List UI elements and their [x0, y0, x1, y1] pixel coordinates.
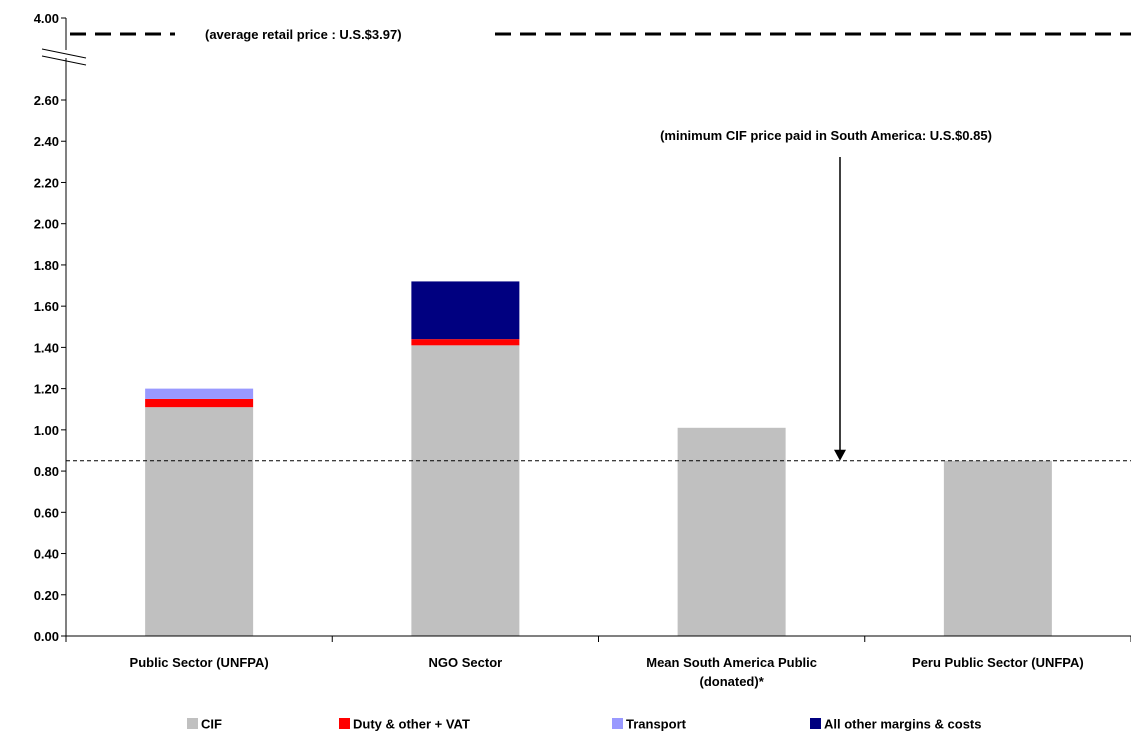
legend-swatch	[187, 718, 198, 729]
y-tick-label: 0.60	[34, 505, 59, 520]
y-tick-label: 0.80	[34, 464, 59, 479]
x-category-label-line: (donated)*	[699, 674, 764, 689]
bar-segment	[411, 339, 520, 346]
y-tick-label: 2.00	[34, 217, 59, 232]
reference-lines: (average retail price : U.S.$3.97) (minim…	[66, 27, 1131, 462]
bar-segment	[145, 388, 254, 399]
ref-label-min-cif: (minimum CIF price paid in South America…	[660, 128, 992, 143]
bar-segment	[943, 460, 1052, 636]
legend-swatch	[612, 718, 623, 729]
legend-swatch	[339, 718, 350, 729]
y-tick-label: 1.60	[34, 299, 59, 314]
y-tick-label: 1.20	[34, 382, 59, 397]
bar-segment	[145, 398, 254, 408]
legend-label: CIF	[201, 717, 222, 732]
x-category-label-line: Peru Public Sector (UNFPA)	[912, 655, 1084, 670]
x-category-label-line: NGO Sector	[429, 655, 503, 670]
y-tick-label: 0.20	[34, 588, 59, 603]
legend-label: Transport	[626, 717, 687, 732]
x-axis: Public Sector (UNFPA) NGO Sector Mean Sout…	[65, 635, 1131, 689]
legend-swatch	[810, 718, 821, 729]
bar-segment	[411, 345, 520, 636]
legend-label: Duty & other + VAT	[353, 717, 470, 732]
axis-break-mark	[41, 48, 87, 59]
y-tick-label-top: 4.00	[34, 11, 59, 26]
y-tick-label: 2.60	[34, 93, 59, 108]
y-axis: 0.00 0.20 0.40 0.60 0.80 1.00 1.20 1.40 1.60 1.80…	[34, 11, 87, 644]
x-category-label: Public Sector (UNFPA)	[130, 655, 269, 670]
x-category-label: NGO Sector	[429, 655, 503, 670]
x-category-label: Peru Public Sector (UNFPA)	[912, 655, 1084, 670]
y-tick-label: 1.80	[34, 258, 59, 273]
plot-area	[145, 281, 1052, 636]
x-category-label-line: Mean South America Public	[646, 655, 817, 670]
y-tick-label: 1.00	[34, 423, 59, 438]
ref-label-retail: (average retail price : U.S.$3.97)	[205, 27, 402, 42]
y-tick-label: 2.20	[34, 175, 59, 190]
axis-break-mark	[41, 55, 87, 66]
x-category-label-line: Public Sector (UNFPA)	[130, 655, 269, 670]
y-tick-label: 2.40	[34, 134, 59, 149]
legend-label: All other margins & costs	[824, 717, 981, 732]
x-category-label: Mean South America Public (donated)*	[646, 655, 817, 689]
y-tick-label: 0.40	[34, 547, 59, 562]
y-tick-label: 1.40	[34, 340, 59, 355]
bar-segment	[145, 407, 254, 636]
legend: CIF Duty & other + VAT Transport All other …	[187, 717, 981, 732]
ref-arrow-head	[834, 449, 846, 461]
y-tick-label: 0.00	[34, 629, 59, 644]
bar-segment	[411, 281, 520, 340]
bar-segment	[677, 427, 786, 636]
